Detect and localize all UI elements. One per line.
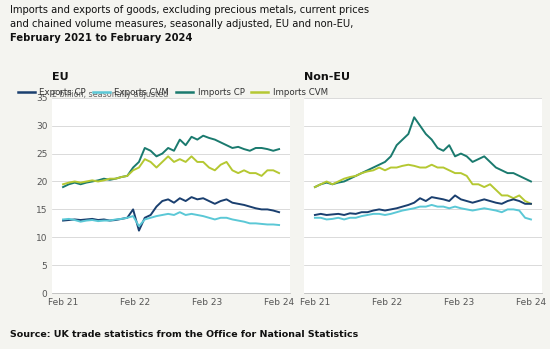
Text: £ billion, seasonally adjusted: £ billion, seasonally adjusted xyxy=(52,90,168,99)
Text: February 2021 to February 2024: February 2021 to February 2024 xyxy=(10,33,192,43)
Legend: Exports CP, Exports CVM, Imports CP, Imports CVM: Exports CP, Exports CVM, Imports CP, Imp… xyxy=(14,84,331,101)
Text: and chained volume measures, seasonally adjusted, EU and non-EU,: and chained volume measures, seasonally … xyxy=(10,19,353,29)
Text: EU: EU xyxy=(52,72,69,82)
Text: Imports and exports of goods, excluding precious metals, current prices: Imports and exports of goods, excluding … xyxy=(10,5,369,15)
Text: Non-EU: Non-EU xyxy=(304,72,350,82)
Text: Source: UK trade statistics from the Office for National Statistics: Source: UK trade statistics from the Off… xyxy=(10,329,358,339)
